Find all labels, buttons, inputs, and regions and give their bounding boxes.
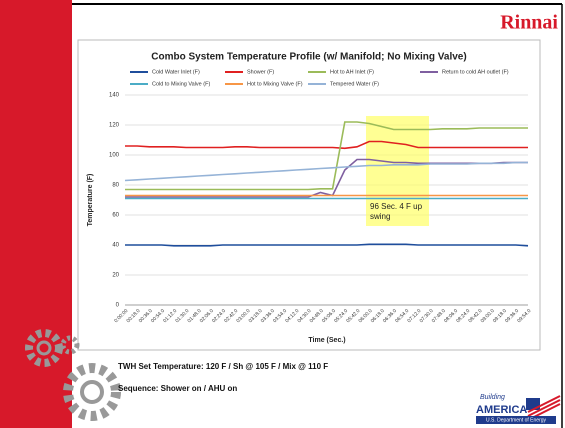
y-tick-label: 60 — [112, 213, 119, 219]
gear-hub — [36, 340, 52, 356]
doe-badge: Building AMERICA U.S. Department of Ener… — [476, 394, 561, 424]
legend-label: Cold Water Inlet (F) — [152, 69, 200, 75]
chart-title: Combo System Temperature Profile (w/ Man… — [151, 52, 466, 63]
gear — [60, 335, 80, 355]
legend-label: Return to cold AH outlet (F) — [442, 69, 509, 75]
legend-label: Shower (F) — [247, 69, 274, 75]
gear — [63, 363, 121, 421]
badge-flag — [526, 398, 540, 410]
y-tick-label: 0 — [116, 303, 120, 309]
badge-agency: U.S. Department of Energy — [486, 417, 547, 423]
legend-label: Hot to Mixing Valve (F) — [247, 81, 303, 87]
highlight-region — [366, 116, 429, 226]
legend-label: Cold to Mixing Valve (F) — [152, 81, 210, 87]
red-strip — [0, 0, 72, 428]
gear-hub — [80, 380, 104, 404]
legend-label: Hot to AH Inlet (F) — [330, 69, 374, 75]
y-axis-label: Temperature (F) — [87, 174, 94, 227]
note: TWH Set Temperature: 120 F / Sh @ 105 F … — [118, 362, 329, 371]
y-tick-label: 40 — [112, 243, 119, 249]
series-line — [124, 161, 528, 182]
gear — [25, 329, 63, 367]
badge-bar — [476, 416, 556, 424]
gears — [25, 329, 121, 421]
legend-label: Tempered Water (F) — [330, 81, 379, 87]
badge-script: Building — [480, 394, 505, 401]
y-tick-label: 100 — [109, 153, 120, 159]
y-tick-label: 20 — [112, 273, 119, 279]
logo: Rinnai — [500, 12, 558, 34]
note: Sequence: Shower on / AHU on — [118, 384, 238, 393]
y-tick-label: 120 — [109, 123, 120, 129]
badge-name: AMERICA — [476, 404, 527, 416]
series-line — [125, 121, 528, 191]
series-line — [125, 140, 528, 150]
y-tick-label: 140 — [109, 93, 120, 99]
series-line — [125, 243, 529, 247]
annotation: 96 Sec. 4 F up swing — [370, 202, 423, 221]
y-tick-label: 80 — [112, 183, 119, 189]
x-axis-label: Time (Sec.) — [308, 337, 345, 344]
